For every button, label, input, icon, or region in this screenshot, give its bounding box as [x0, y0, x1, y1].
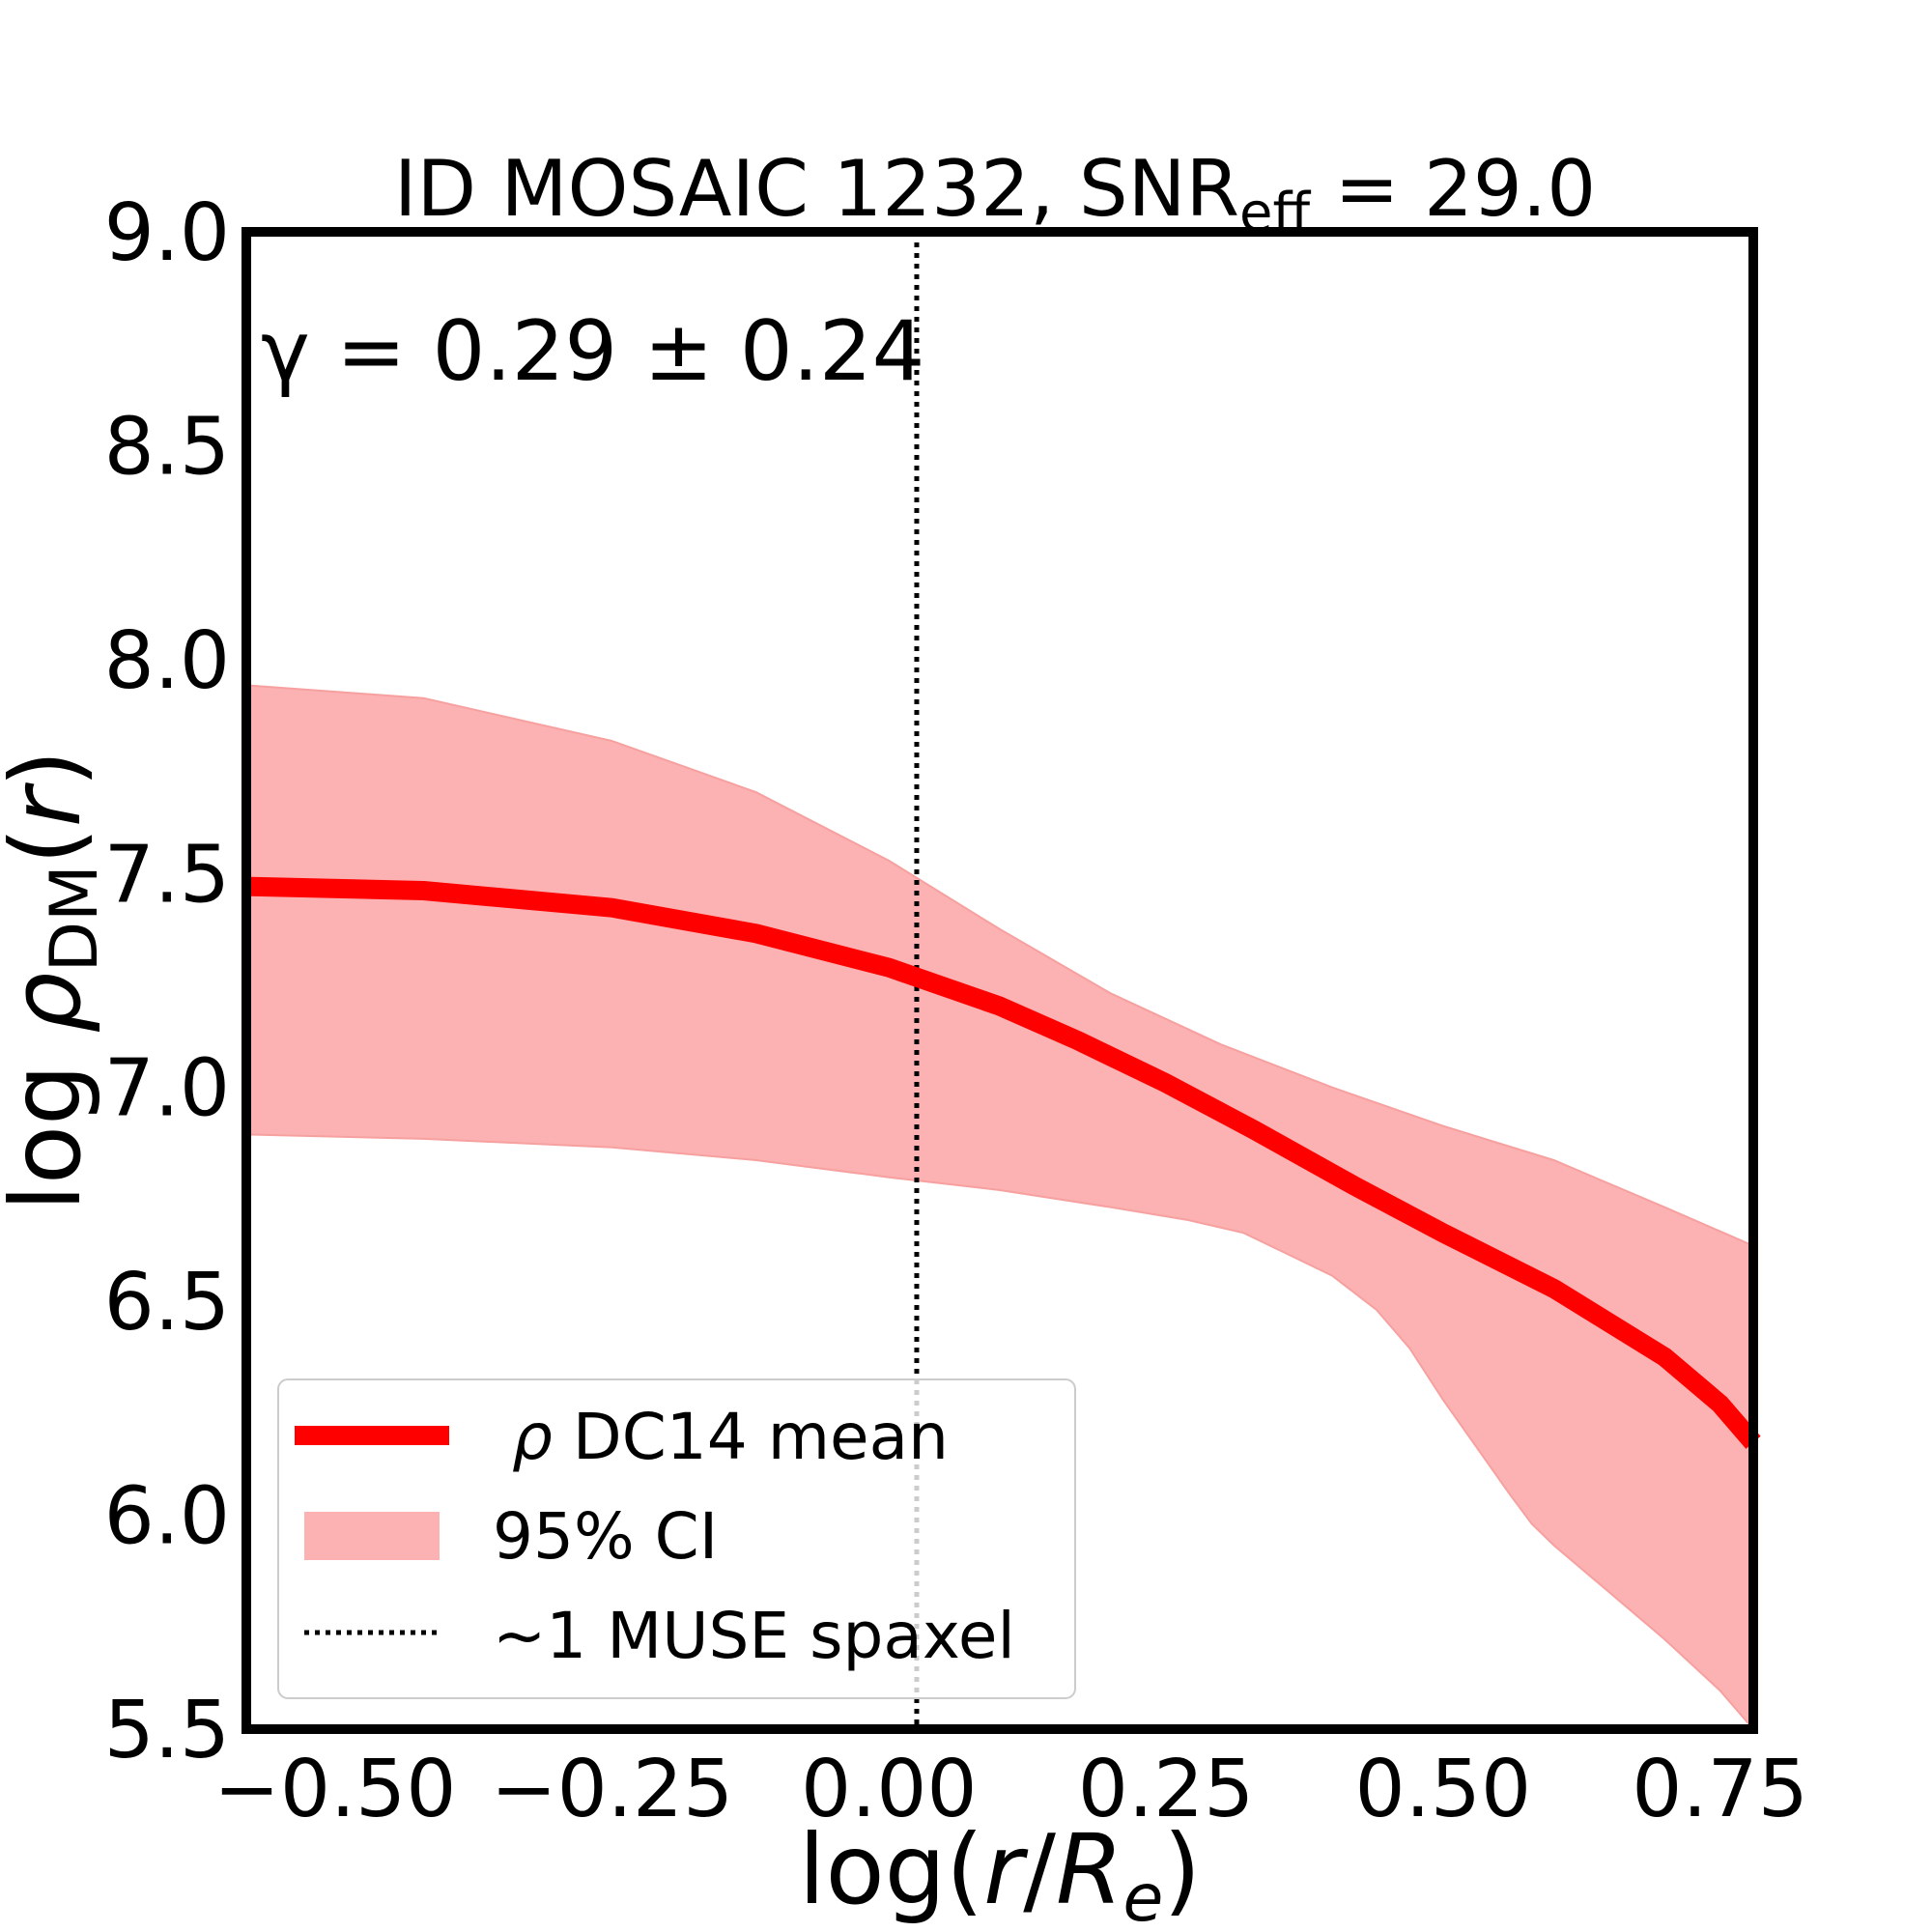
x-tick-label: 0.75 — [1632, 1744, 1808, 1835]
x-tick-labels: −0.50 −0.25 0.00 0.25 0.50 0.75 — [213, 1744, 1808, 1835]
x-tick-label: 0.50 — [1355, 1744, 1532, 1835]
chart-title: ID MOSAIC 1232, SNReff = 29.0 — [394, 144, 1596, 244]
plot-frame — [242, 227, 1758, 1734]
y-tick-label: 7.0 — [104, 1043, 230, 1135]
x-tick-label: −0.50 — [213, 1744, 456, 1835]
y-tick-label: 8.5 — [104, 401, 230, 493]
legend: ρ DC14 mean 95% CI ~1 MUSE spaxel — [277, 1378, 1076, 1699]
y-tick-label: 7.5 — [104, 829, 230, 921]
legend-box — [277, 1378, 1076, 1699]
gamma-annotation: γ = 0.29 ± 0.24 — [261, 303, 924, 400]
ci-band-area — [245, 684, 1754, 1732]
x-tick-label: 0.25 — [1078, 1744, 1255, 1835]
confidence-band-layer — [245, 684, 1754, 1732]
x-tick-label: −0.25 — [491, 1744, 733, 1835]
legend-band-label: 95% CI — [493, 1499, 718, 1574]
y-tick-label: 9.0 — [104, 187, 230, 279]
y-tick-label: 6.0 — [104, 1471, 230, 1563]
mean-curve — [245, 876, 1761, 1449]
y-axis-label: log ρDM(r) — [0, 750, 113, 1211]
legend-vline-label: ~1 MUSE spaxel — [493, 1599, 1015, 1673]
y-tick-labels: 5.5 6.0 6.5 7.0 7.5 8.0 8.5 9.0 — [104, 187, 230, 1776]
legend-mean-label: ρ DC14 mean — [512, 1400, 949, 1474]
x-axis-label: log(r/Re) — [799, 1813, 1202, 1932]
x-tick-label: 0.00 — [801, 1744, 978, 1835]
legend-band-swatch — [304, 1512, 440, 1560]
mean-curve-layer — [245, 876, 1761, 1449]
y-tick-label: 6.5 — [104, 1257, 230, 1349]
y-tick-label: 5.5 — [104, 1685, 230, 1776]
y-tick-label: 8.0 — [104, 615, 230, 707]
